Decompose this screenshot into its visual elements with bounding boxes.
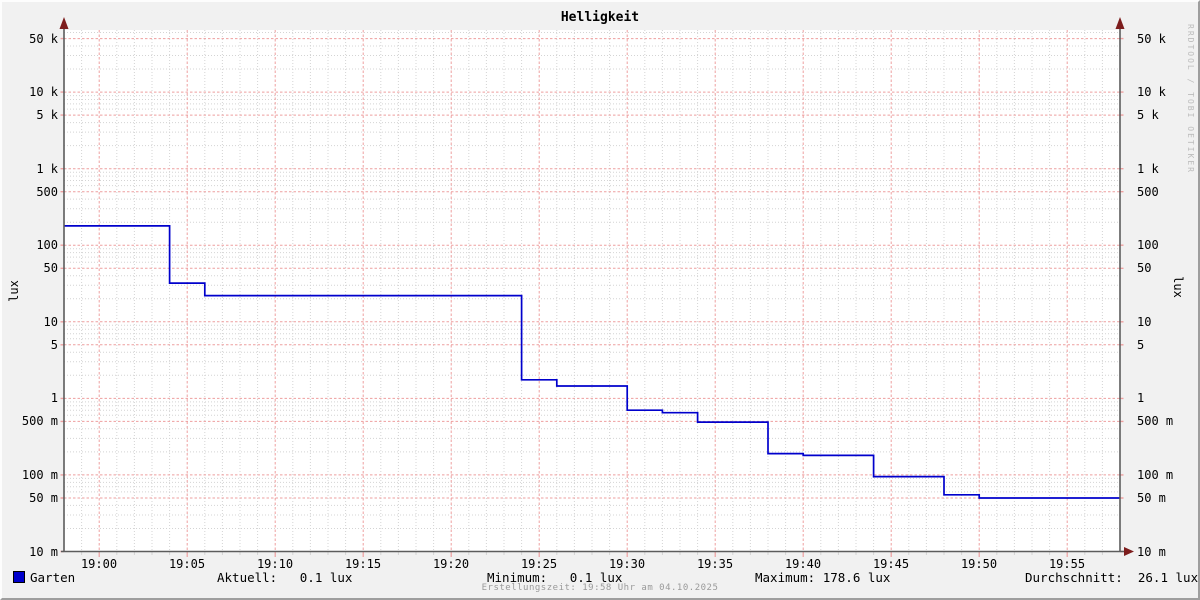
- y-axis-unit-left: lux: [7, 280, 21, 302]
- y-tick-label-right: 10 k: [1137, 85, 1166, 99]
- y-tick-label-right: 500: [1137, 185, 1159, 199]
- y-tick-label: 50: [43, 261, 58, 275]
- y-tick-label-right: 50: [1137, 261, 1152, 275]
- x-tick-label: 19:10: [256, 557, 294, 571]
- x-tick-label: 19:40: [784, 557, 822, 571]
- y-tick-label: 1: [50, 391, 58, 405]
- rrdtool-watermark: RRDTOOL / TOBI OETIKER: [1186, 24, 1195, 174]
- y-tick-label: 500 m: [21, 414, 58, 428]
- y-tick-label: 5: [50, 338, 58, 352]
- y-tick-label: 100 m: [21, 468, 58, 482]
- y-tick-label: 100: [36, 238, 58, 252]
- x-tick-label: 19:15: [344, 557, 382, 571]
- x-tick-label: 19:45: [872, 557, 910, 571]
- y-tick-label: 10 m: [29, 545, 58, 559]
- y-tick-label: 5 k: [36, 108, 58, 122]
- y-tick-label-right: 50 k: [1137, 32, 1166, 46]
- y-axis-unit-right: lux: [1171, 276, 1185, 298]
- y-tick-label: 1 k: [36, 162, 58, 176]
- y-tick-label: 50 k: [29, 32, 58, 46]
- x-tick-label: 19:35: [696, 557, 734, 571]
- x-tick-label: 19:05: [168, 557, 206, 571]
- y-tick-label: 10: [43, 315, 58, 329]
- y-tick-label-right: 100: [1137, 238, 1159, 252]
- creation-time: Erstellungszeit: 19:58 Uhr am 04.10.2025: [481, 583, 719, 593]
- y-tick-label-right: 5: [1137, 338, 1145, 352]
- x-tick-label: 19:55: [1048, 557, 1086, 571]
- y-tick-label-right: 1 k: [1137, 162, 1159, 176]
- y-tick-label-right: 10: [1137, 315, 1152, 329]
- x-tick-label: 19:20: [432, 557, 470, 571]
- y-tick-label: 50 m: [29, 491, 58, 505]
- y-tick-label-right: 100 m: [1137, 468, 1174, 482]
- x-tick-label: 19:50: [960, 557, 998, 571]
- chart-title: Helligkeit: [560, 10, 640, 25]
- x-tick-label: 19:00: [80, 557, 118, 571]
- y-tick-label: 10 k: [29, 85, 58, 99]
- y-tick-label-right: 10 m: [1137, 545, 1166, 559]
- y-tick-label: 500: [36, 185, 58, 199]
- y-tick-label-right: 5 k: [1137, 108, 1159, 122]
- y-tick-label-right: 50 m: [1137, 491, 1166, 505]
- y-tick-label-right: 1: [1137, 391, 1145, 405]
- x-tick-label: 19:30: [608, 557, 646, 571]
- x-tick-label: 19:25: [520, 557, 558, 571]
- y-tick-label-right: 500 m: [1137, 414, 1174, 428]
